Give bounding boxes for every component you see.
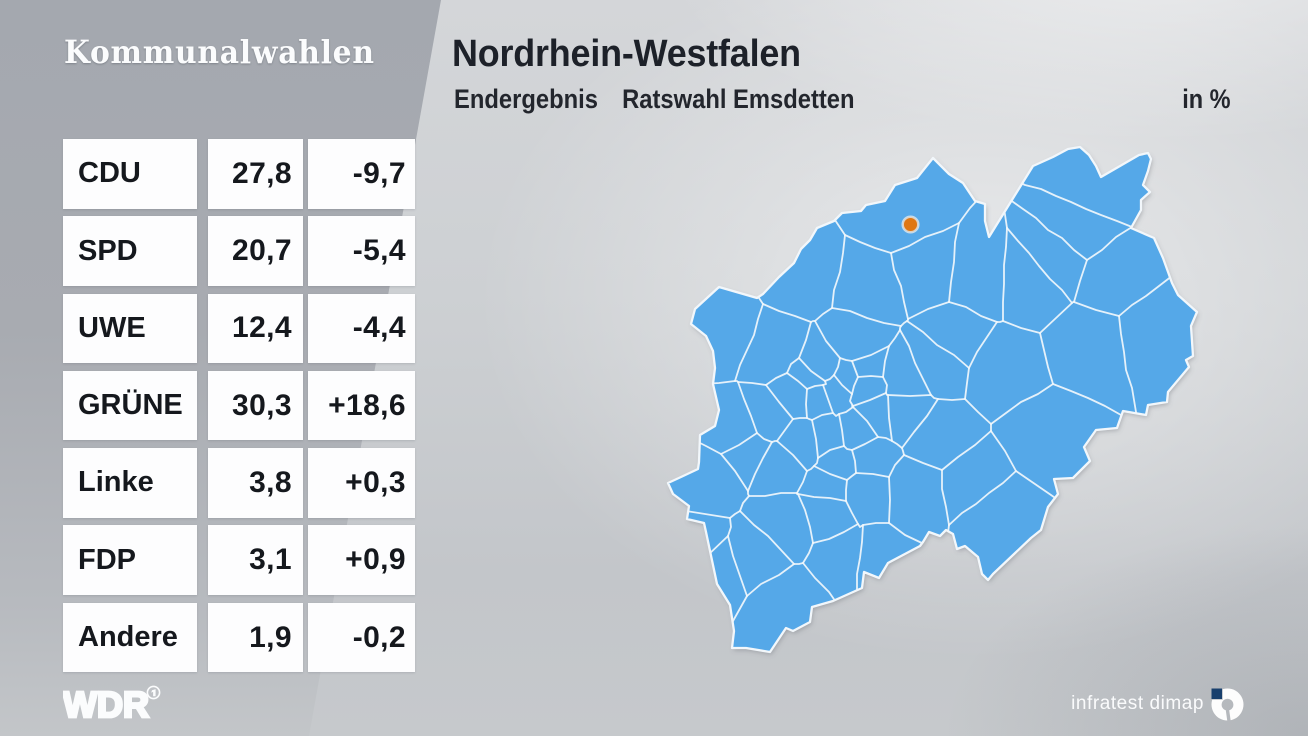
subtitle-status: Endergebnis [454, 84, 598, 114]
party-name-cell: GRÜNE [63, 370, 197, 441]
table-row: SPD 20,7 -5,4 [63, 216, 415, 286]
table-row: FDP 3,1 +0,9 [63, 525, 415, 595]
party-name-cell: UWE [63, 293, 197, 364]
result-value-label: 20,7 [232, 234, 292, 268]
agency-credit: infratest dimap [1071, 688, 1244, 721]
table-row: Linke 3,8 +0,3 [63, 448, 415, 518]
party-name-label: Linke [78, 466, 154, 499]
result-value-cell: 12,4 [208, 293, 303, 364]
table-row: Andere 1,9 -0,2 [63, 602, 415, 673]
result-value-label: 3,1 [249, 543, 292, 577]
change-value-cell: +18,6 [308, 370, 415, 441]
agency-name: infratest dimap [1071, 692, 1204, 714]
change-value-label: -9,7 [352, 156, 406, 190]
table-row: UWE 12,4 -4,4 [63, 293, 415, 364]
change-value-cell: +0,9 [308, 525, 415, 595]
change-value-label: +0,9 [345, 543, 406, 577]
result-value-cell: 3,8 [208, 448, 303, 518]
party-name-cell: Andere [63, 602, 197, 673]
party-name-label: SPD [78, 234, 138, 267]
result-value-label: 12,4 [232, 311, 292, 345]
change-value-cell: -4,4 [308, 293, 415, 364]
party-name-label: Andere [78, 621, 178, 654]
change-value-cell: -9,7 [308, 139, 415, 209]
subtitle: Endergebnis Ratswahl Emsdetten [454, 84, 855, 115]
change-value-label: +0,3 [345, 465, 406, 499]
unit-label: in % [1182, 84, 1231, 114]
table-row: GRÜNE 30,3 +18,6 [63, 370, 415, 441]
change-value-cell: +0,3 [308, 448, 415, 518]
result-value-label: 1,9 [249, 620, 292, 654]
page-title: Nordrhein-Westfalen [452, 33, 801, 75]
party-name-cell: FDP [63, 525, 197, 595]
change-value-cell: -5,4 [308, 216, 415, 286]
ard-registered-mark [146, 685, 161, 700]
party-name-cell: SPD [63, 216, 197, 286]
change-value-label: -0,2 [352, 620, 406, 654]
map-marker-emsdetten[interactable] [901, 215, 920, 234]
result-value-cell: 1,9 [208, 602, 303, 673]
result-value-cell: 30,3 [208, 370, 303, 441]
party-name-cell: Linke [63, 448, 197, 518]
party-name-cell: CDU [63, 139, 197, 209]
ard-one-glyph [151, 689, 156, 697]
map-region-shape [668, 147, 1197, 652]
infratest-dimap-logo [1211, 688, 1244, 721]
dimap-logo-square [1211, 688, 1222, 699]
table-row: CDU 27,8 -9,7 [63, 139, 415, 209]
change-value-label: -4,4 [352, 311, 406, 345]
program-title: Kommunalwahlen [64, 33, 375, 71]
result-value-label: 30,3 [232, 388, 292, 422]
result-value-cell: 20,7 [208, 216, 303, 286]
subtitle-election: Ratswahl Emsdetten [622, 84, 855, 114]
change-value-label: +18,6 [328, 388, 406, 422]
party-name-label: CDU [78, 157, 141, 190]
result-value-cell: 27,8 [208, 139, 303, 209]
result-value-cell: 3,1 [208, 525, 303, 595]
result-value-label: 27,8 [232, 156, 292, 190]
change-value-cell: -0,2 [308, 602, 415, 673]
change-value-label: -5,4 [352, 234, 406, 268]
nrw-map-svg [666, 145, 1199, 654]
state-outline [666, 145, 1199, 654]
party-name-label: UWE [78, 311, 146, 344]
result-value-label: 3,8 [249, 465, 292, 499]
party-name-label: GRÜNE [78, 389, 183, 422]
wdr-logo: WDR [63, 685, 161, 725]
wdr-logo-text: WDR [63, 685, 149, 725]
party-name-label: FDP [78, 543, 136, 576]
results-table: CDU 27,8 -9,7 SPD 20,7 -5,4 UWE 12,4 -4,… [63, 139, 415, 680]
